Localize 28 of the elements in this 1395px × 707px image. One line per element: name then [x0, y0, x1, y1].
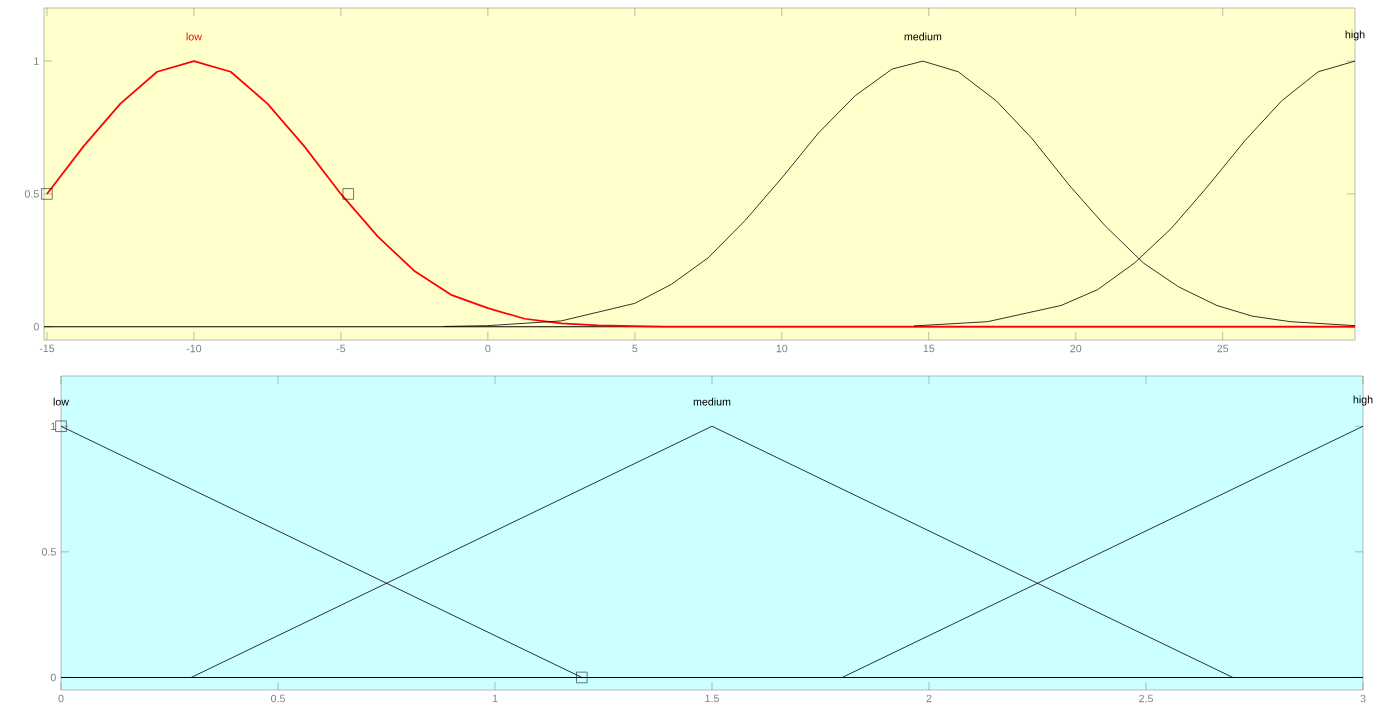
x-tick-label: 15	[923, 344, 935, 353]
x-tick-label: 20	[1070, 344, 1082, 353]
y-tick-label: 1	[34, 57, 39, 65]
x-tick-label: 5	[632, 344, 638, 353]
y-tick-label: 0	[33, 322, 39, 331]
x-tick-label: 1.5	[705, 694, 719, 703]
y-tick-label: 0.5	[41, 548, 56, 556]
text: medium	[693, 397, 731, 406]
y-tick-label: 1	[51, 422, 56, 430]
x-tick-label: -10	[186, 344, 202, 353]
x-tick-label: 10	[776, 344, 788, 353]
x-tick-label: -5	[336, 344, 346, 353]
text: medium	[904, 32, 942, 41]
x-tick-label: 2.5	[1139, 694, 1153, 703]
text: low	[53, 397, 70, 406]
x-tick-label: 25	[1217, 344, 1229, 353]
x-tick-label: 0	[58, 694, 64, 703]
x-tick-label: 2	[926, 694, 932, 703]
y-tick-label: 0	[50, 673, 56, 682]
x-tick-label: 3	[1360, 694, 1366, 703]
y-tick-label: 0.5	[24, 190, 39, 198]
x-tick-label: 0	[485, 344, 491, 353]
text: high	[1345, 30, 1365, 41]
x-tick-label: 0.5	[271, 694, 285, 703]
x-tick-label: 1	[492, 694, 498, 703]
x-tick-label: -15	[39, 344, 55, 353]
text: high	[1353, 395, 1373, 406]
text: low	[186, 32, 202, 41]
